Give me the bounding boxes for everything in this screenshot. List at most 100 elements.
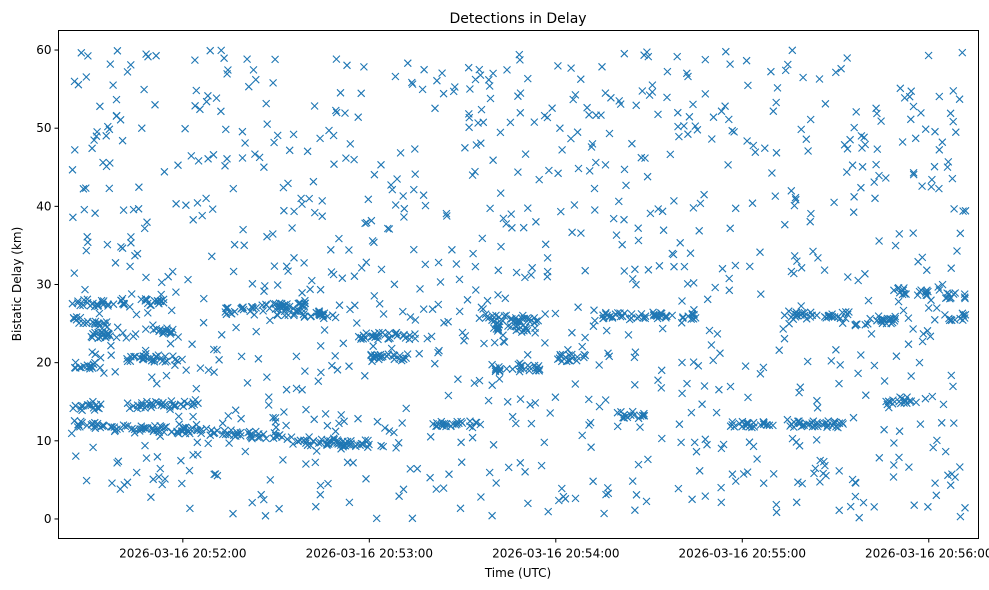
data-point [345,362,353,371]
data-point [643,48,651,56]
data-point [123,357,132,366]
data-point [254,430,263,438]
data-point [923,326,932,335]
data-point [95,309,104,318]
data-point [471,167,479,176]
data-point [931,479,939,487]
data-point [655,261,664,270]
data-point [116,485,125,493]
data-point [403,350,412,358]
data-point [721,47,730,56]
data-point [675,132,683,141]
data-point [369,332,377,341]
data-point [945,316,954,325]
data-point [956,512,965,521]
data-point [153,426,161,435]
data-point [463,295,472,304]
data-point [831,418,840,427]
data-point [846,502,855,511]
data-point [224,412,233,420]
data-point [432,485,441,493]
data-point [196,364,205,372]
data-point [680,122,688,130]
data-point [605,129,614,138]
data-point [343,61,351,70]
data-point [67,429,76,438]
data-point [557,484,566,493]
data-point [69,213,77,222]
data-point [329,270,338,279]
data-point [385,329,393,338]
data-point [420,65,428,74]
data-point [166,339,175,348]
data-point [478,234,487,243]
data-point [780,311,789,320]
data-point [666,150,675,159]
data-point [367,216,376,225]
data-point [779,325,788,333]
data-point [854,276,863,285]
y-tick-label: 0 [44,512,52,526]
data-point [472,141,481,149]
data-point [174,333,183,341]
data-point [602,326,611,335]
data-point [678,358,686,367]
data-point [630,353,639,362]
data-point [798,479,807,488]
data-point [930,162,939,171]
data-point [339,339,348,348]
data-point [244,82,253,91]
data-point [526,400,535,409]
data-point [331,313,340,322]
data-point [675,420,684,429]
data-point [221,161,229,170]
data-point [196,426,205,435]
data-point [468,433,477,442]
data-point [577,229,585,237]
data-point [364,195,373,204]
data-point [217,107,225,116]
data-point [573,128,582,137]
data-point [504,463,513,472]
data-point [398,419,407,427]
data-point [816,478,824,486]
data-point [444,391,453,400]
data-point [724,115,733,124]
data-point [77,48,86,57]
data-point [689,204,698,212]
data-point [491,320,500,329]
data-point [360,371,369,380]
data-point [514,92,522,101]
data-point [324,479,332,488]
data-point [421,260,430,269]
data-point [359,440,367,449]
data-point [153,452,162,461]
data-point [310,102,319,110]
data-point [237,414,245,423]
data-point [285,146,294,155]
data-point [508,412,517,421]
data-point [210,368,218,377]
data-point [919,330,928,338]
data-point [229,267,238,276]
data-point [928,175,936,184]
data-point [848,161,857,170]
data-point [568,328,576,337]
data-point [193,438,202,447]
data-point [477,303,486,312]
data-point [790,252,799,260]
data-point [464,63,473,72]
data-point [311,502,320,511]
data-point [174,161,182,170]
data-point [337,411,346,419]
data-point [454,375,462,384]
data-point [350,155,358,164]
data-point [237,305,245,313]
y-axis: 0 10 20 30 40 50 60 [36,43,59,526]
data-point [772,500,781,509]
data-point [602,490,610,499]
data-point [835,467,844,475]
data-point [644,52,653,61]
data-point [922,266,931,275]
data-point [271,414,280,422]
